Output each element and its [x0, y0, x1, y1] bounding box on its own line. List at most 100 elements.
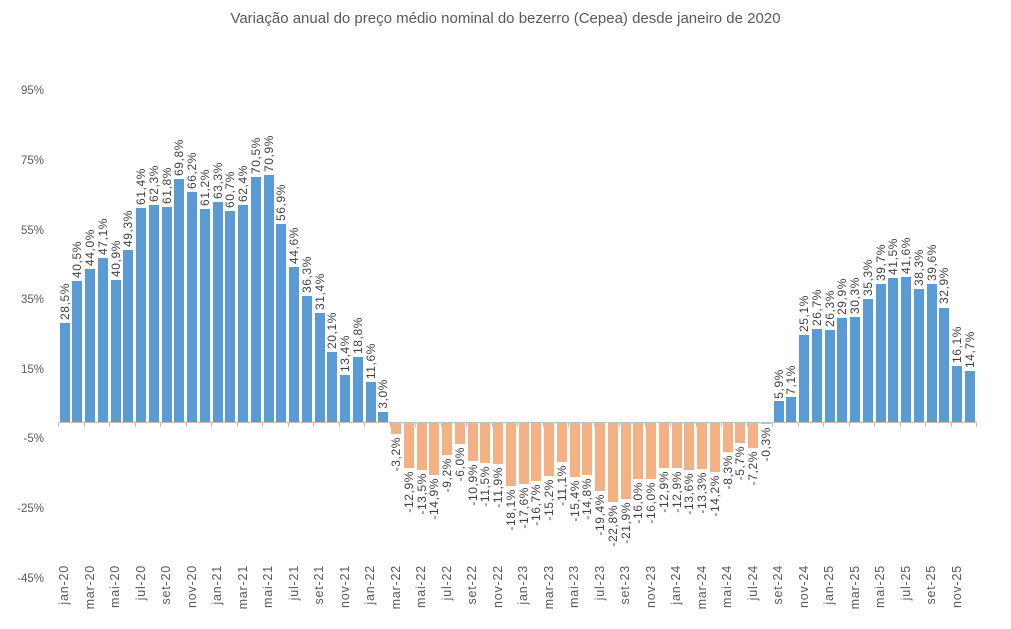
bar-value-label: 61,8%: [159, 166, 174, 204]
bar-value-label: -12,9%: [669, 470, 684, 513]
bar-value-label: -22,8%: [605, 505, 620, 547]
axis-tick: [415, 422, 416, 427]
x-tick-label: jul-25: [898, 565, 913, 601]
bar: [926, 284, 937, 422]
bar-value-label: 3,0%: [376, 378, 391, 409]
x-tick-label: mai-20: [108, 565, 122, 609]
bar: [811, 329, 822, 422]
x-tick-label: jul-21: [286, 565, 301, 601]
bar-value-label: -13,3%: [695, 472, 709, 514]
bar-value-label: 26,3%: [822, 290, 837, 328]
bar: [964, 370, 975, 422]
bar-value-label: 61,4%: [134, 168, 148, 206]
bar-value-label: -18,1%: [503, 488, 518, 531]
bar: [939, 307, 950, 422]
bar: [913, 288, 924, 422]
bar-value-label: -21,9%: [618, 502, 633, 544]
axis-tick: [364, 422, 365, 427]
bar-value-label: 44,6%: [287, 226, 301, 264]
bar-value-label: 61,2%: [197, 169, 212, 207]
bar-value-label: -7,2%: [746, 451, 760, 486]
bar: [403, 423, 414, 468]
axis-tick: [83, 422, 85, 427]
x-tick-label: mai-22: [414, 565, 428, 609]
axis-tick: [746, 422, 748, 427]
bar-value-label: -19,4%: [593, 493, 607, 536]
bar: [161, 206, 172, 422]
bar-value-label: 40,9%: [108, 239, 123, 277]
bar-value-label: -5,7%: [733, 445, 748, 481]
axis-tick: [185, 422, 187, 427]
axis-tick: [619, 422, 620, 427]
bar-value-label: 47,1%: [95, 218, 110, 256]
bar: [85, 268, 95, 422]
axis-tick: [823, 422, 824, 427]
axis-tick: [466, 422, 467, 427]
bar: [901, 277, 911, 422]
bar-value-label: 30,3%: [848, 276, 862, 314]
bar-value-label: -8,3%: [720, 454, 735, 490]
axis-tick: [440, 422, 442, 427]
x-tick-label: nov-20: [184, 565, 199, 609]
bar: [301, 295, 312, 422]
x-tick-label: mai-23: [567, 565, 581, 609]
bar-value-label: 70,5%: [248, 136, 263, 174]
x-tick-label: set-24: [771, 565, 785, 605]
bar: [748, 423, 758, 449]
axis-tick: [542, 422, 544, 427]
bar: [556, 423, 567, 462]
bar-value-label: 18,8%: [350, 316, 365, 354]
x-tick-label: mai-21: [261, 565, 275, 609]
axis-tick: [58, 422, 59, 427]
x-tick-label: mar-23: [541, 565, 556, 610]
axis-tick: [976, 422, 977, 427]
bar: [824, 330, 835, 422]
bar-value-label: 29,9%: [835, 277, 850, 315]
bar: [658, 423, 669, 468]
bar: [582, 423, 593, 475]
bar-value-label: 56,9%: [274, 183, 289, 221]
bar-value-label: 13,4%: [338, 335, 352, 373]
bar-value-label: -13,6%: [682, 473, 697, 515]
bar-value-label: 39,6%: [924, 244, 939, 282]
bar: [429, 423, 440, 475]
bar-value-label: 20,1%: [325, 312, 340, 350]
x-tick-label: nov-22: [490, 565, 505, 609]
bar: [518, 423, 529, 485]
bar: [595, 423, 605, 491]
bar: [888, 277, 899, 422]
y-tick-label: 35%: [20, 294, 44, 307]
bar-value-label: 25,1%: [797, 294, 811, 332]
y-tick-label: 15%: [20, 363, 44, 376]
axis-tick: [848, 422, 850, 427]
bar: [136, 208, 146, 422]
bar-value-label: -15,4%: [567, 479, 582, 522]
x-tick-label: set-23: [618, 565, 632, 605]
bar-value-label: -11,1%: [554, 464, 569, 506]
bar: [238, 204, 248, 422]
bar-value-label: -15,2%: [542, 478, 556, 521]
bar-value-label: 26,7%: [809, 289, 824, 327]
x-tick-label: jan-21: [210, 565, 224, 605]
y-tick-label: -5%: [23, 433, 44, 446]
bar-value-label: -16,0%: [644, 481, 658, 524]
axis-tick: [925, 422, 926, 427]
axis-tick: [338, 422, 340, 427]
bar: [199, 209, 210, 422]
bar-value-label: -13,5%: [414, 472, 429, 515]
bar-value-label: -11,9%: [491, 467, 505, 509]
axis-tick: [491, 422, 493, 427]
bar: [454, 423, 465, 444]
bar: [760, 423, 771, 425]
bar-value-label: 70,9%: [261, 135, 276, 173]
bar: [735, 423, 746, 443]
bar-value-label: 38,3%: [911, 248, 926, 286]
bar-value-label: 62,4%: [236, 164, 250, 202]
axis-tick: [568, 422, 569, 427]
bar: [607, 423, 618, 503]
axis-tick: [262, 422, 263, 427]
y-tick-label: -25%: [17, 503, 44, 515]
y-tick-label: 75%: [20, 155, 44, 167]
y-tick-label: 95%: [20, 85, 44, 98]
